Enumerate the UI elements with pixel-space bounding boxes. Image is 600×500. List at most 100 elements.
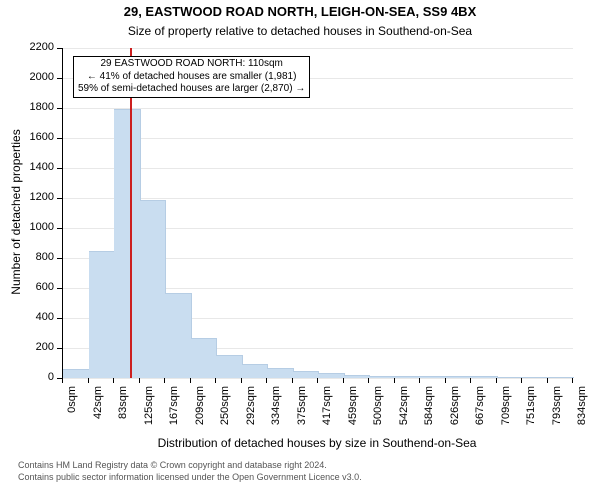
histogram-bar	[63, 369, 90, 378]
chart-title: 29, EASTWOOD ROAD NORTH, LEIGH-ON-SEA, S…	[0, 4, 600, 19]
y-tick-label: 200	[14, 341, 54, 353]
histogram-bar	[165, 293, 192, 378]
chart-container: { "title": { "text": "29, EASTWOOD ROAD …	[0, 0, 600, 500]
x-tick-mark	[572, 378, 573, 383]
x-tick-label: 584sqm	[423, 386, 435, 446]
x-tick-label: 500sqm	[372, 386, 384, 446]
x-tick-mark	[317, 378, 318, 383]
x-tick-mark	[496, 378, 497, 383]
y-tick-mark	[57, 138, 62, 139]
x-tick-label: 751sqm	[525, 386, 537, 446]
gridline	[63, 48, 573, 49]
y-tick-mark	[57, 108, 62, 109]
chart-subtitle: Size of property relative to detached ho…	[0, 24, 600, 38]
y-tick-mark	[57, 348, 62, 349]
y-tick-label: 1600	[14, 131, 54, 143]
histogram-bar	[293, 371, 320, 378]
x-tick-mark	[139, 378, 140, 383]
y-tick-mark	[57, 198, 62, 199]
x-tick-label: 42sqm	[92, 386, 104, 446]
histogram-bar	[395, 376, 422, 378]
x-tick-label: 626sqm	[449, 386, 461, 446]
footer-line-1: Contains HM Land Registry data © Crown c…	[18, 460, 362, 472]
x-tick-label: 0sqm	[66, 386, 78, 446]
histogram-bar	[191, 338, 218, 378]
x-tick-label: 167sqm	[168, 386, 180, 446]
x-tick-mark	[113, 378, 114, 383]
y-tick-mark	[57, 228, 62, 229]
histogram-bar	[89, 251, 116, 378]
x-tick-label: 83sqm	[117, 386, 129, 446]
x-tick-mark	[419, 378, 420, 383]
x-tick-label: 793sqm	[551, 386, 563, 446]
x-tick-mark	[190, 378, 191, 383]
y-tick-label: 600	[14, 281, 54, 293]
x-tick-mark	[88, 378, 89, 383]
x-tick-mark	[241, 378, 242, 383]
x-tick-mark	[368, 378, 369, 383]
y-tick-label: 1800	[14, 101, 54, 113]
plot-area: 29 EASTWOOD ROAD NORTH: 110sqm← 41% of d…	[62, 48, 573, 379]
histogram-bar	[369, 376, 396, 379]
y-tick-label: 2200	[14, 41, 54, 53]
x-tick-label: 250sqm	[219, 386, 231, 446]
y-tick-mark	[57, 258, 62, 259]
histogram-bar	[267, 368, 294, 378]
x-tick-mark	[164, 378, 165, 383]
histogram-bar	[318, 373, 345, 379]
annotation-box: 29 EASTWOOD ROAD NORTH: 110sqm← 41% of d…	[73, 56, 310, 98]
annotation-line: 59% of semi-detached houses are larger (…	[78, 83, 305, 96]
x-tick-label: 125sqm	[143, 386, 155, 446]
histogram-bar	[548, 377, 575, 378]
x-tick-label: 292sqm	[245, 386, 257, 446]
y-tick-label: 1000	[14, 221, 54, 233]
y-tick-label: 800	[14, 251, 54, 263]
annotation-line: ← 41% of detached houses are smaller (1,…	[78, 71, 305, 84]
reference-line	[130, 48, 132, 378]
histogram-bar	[242, 364, 269, 379]
histogram-bar	[446, 376, 473, 378]
x-tick-label: 209sqm	[194, 386, 206, 446]
y-tick-label: 1200	[14, 191, 54, 203]
x-tick-label: 459sqm	[347, 386, 359, 446]
y-tick-label: 1400	[14, 161, 54, 173]
y-tick-label: 0	[14, 371, 54, 383]
footer-attribution: Contains HM Land Registry data © Crown c…	[18, 460, 362, 483]
x-tick-mark	[62, 378, 63, 383]
y-tick-mark	[57, 48, 62, 49]
x-tick-mark	[266, 378, 267, 383]
histogram-bar	[497, 377, 524, 378]
x-tick-label: 542sqm	[398, 386, 410, 446]
histogram-bar	[344, 375, 371, 378]
x-tick-mark	[292, 378, 293, 383]
histogram-bar	[114, 109, 141, 379]
histogram-bar	[140, 200, 167, 378]
x-tick-mark	[445, 378, 446, 383]
y-tick-label: 400	[14, 311, 54, 323]
histogram-bar	[522, 377, 549, 378]
x-tick-label: 417sqm	[321, 386, 333, 446]
histogram-bar	[420, 376, 447, 378]
x-tick-label: 334sqm	[270, 386, 282, 446]
y-tick-label: 2000	[14, 71, 54, 83]
gridline	[63, 378, 573, 379]
y-tick-mark	[57, 288, 62, 289]
histogram-bar	[471, 376, 498, 378]
y-tick-mark	[57, 318, 62, 319]
x-tick-label: 667sqm	[474, 386, 486, 446]
y-tick-mark	[57, 168, 62, 169]
x-tick-mark	[470, 378, 471, 383]
x-axis-label: Distribution of detached houses by size …	[62, 436, 572, 450]
histogram-bar	[216, 355, 243, 379]
x-tick-mark	[394, 378, 395, 383]
x-tick-mark	[547, 378, 548, 383]
x-tick-mark	[521, 378, 522, 383]
x-tick-label: 709sqm	[500, 386, 512, 446]
annotation-line: 29 EASTWOOD ROAD NORTH: 110sqm	[78, 58, 305, 71]
x-tick-label: 834sqm	[576, 386, 588, 446]
y-axis-label: Number of detached properties	[9, 47, 23, 377]
x-tick-mark	[215, 378, 216, 383]
x-tick-label: 375sqm	[296, 386, 308, 446]
y-tick-mark	[57, 78, 62, 79]
footer-line-2: Contains public sector information licen…	[18, 472, 362, 484]
